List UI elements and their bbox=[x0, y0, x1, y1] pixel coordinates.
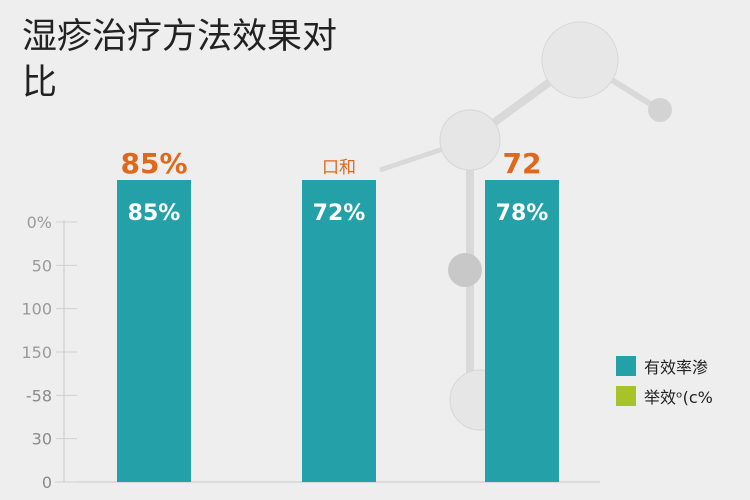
legend-swatch bbox=[616, 386, 636, 406]
bar bbox=[302, 180, 376, 482]
y-tick-label: 0% bbox=[27, 213, 52, 232]
y-tick-label: 0 bbox=[42, 473, 52, 492]
bar bbox=[485, 180, 559, 482]
bar-value-label: 85% bbox=[128, 201, 181, 226]
y-tick-label: 30 bbox=[32, 430, 52, 449]
y-tick-label: 50 bbox=[32, 256, 52, 275]
chart-title: 湿疹治疗方法效果对比 bbox=[22, 17, 338, 103]
bar-value-label: 72% bbox=[313, 201, 366, 226]
bar bbox=[117, 180, 191, 482]
y-tick-label: -58 bbox=[26, 386, 52, 405]
bar-top-label: 85% bbox=[120, 147, 187, 180]
bar-top-label: 口和 bbox=[322, 158, 356, 178]
y-tick-label: 150 bbox=[21, 343, 52, 362]
legend-item-1: 有效率渗 bbox=[616, 354, 708, 378]
legend-swatch bbox=[616, 356, 636, 376]
legend-label: 有效率渗 bbox=[644, 358, 709, 377]
legend-item-2: 举效ᵒ(c% bbox=[616, 384, 713, 408]
y-tick-label: 100 bbox=[21, 300, 52, 319]
bar-top-label: 72 bbox=[503, 147, 542, 180]
bar-value-label: 78% bbox=[496, 201, 549, 226]
legend-label: 举效ᵒ(c% bbox=[644, 388, 713, 407]
